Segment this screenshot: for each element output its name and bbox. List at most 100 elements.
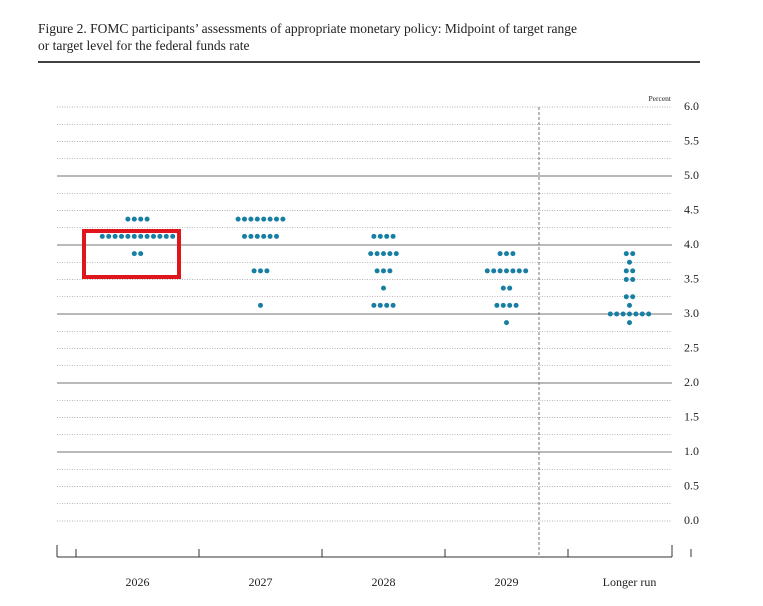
y-tick-label: 3.0 (684, 306, 699, 320)
dot (163, 233, 169, 239)
y-tick-label: 4.5 (684, 202, 699, 216)
dot (646, 311, 652, 317)
dot (274, 216, 279, 222)
dot (131, 233, 137, 239)
dot (381, 268, 386, 274)
dot (627, 259, 632, 265)
dot (630, 294, 636, 300)
dot (125, 216, 131, 222)
dot (99, 233, 105, 239)
dot (623, 294, 629, 300)
dot (523, 268, 529, 274)
y-tick-label: 3.5 (684, 271, 699, 285)
dot (500, 302, 506, 308)
dot (390, 302, 396, 308)
y-tick-label: 0.5 (684, 478, 699, 492)
dot (381, 285, 386, 291)
dot (623, 268, 629, 274)
dot (381, 251, 386, 257)
y-tick-label: 2.0 (684, 375, 699, 389)
dot (627, 311, 632, 317)
dot (138, 251, 144, 257)
dot (261, 216, 267, 222)
x-tick-label: 2026 (126, 575, 150, 589)
dot (248, 216, 254, 222)
dot (374, 268, 380, 274)
dot (500, 285, 506, 291)
dot (620, 311, 626, 317)
dot (390, 233, 396, 239)
dot (254, 216, 260, 222)
dot (138, 233, 144, 239)
y-tick-label: 1.5 (684, 409, 699, 423)
y-tick-label: 5.5 (684, 133, 699, 147)
dot (623, 277, 629, 282)
dot (484, 268, 490, 274)
y-tick-label: 1.0 (684, 444, 699, 458)
dot (614, 311, 620, 317)
dot (510, 268, 516, 274)
x-tick-label: 2027 (249, 575, 273, 589)
dot (607, 311, 613, 317)
dot (235, 216, 241, 222)
dot (630, 277, 636, 282)
dot (491, 268, 497, 274)
dot (112, 233, 118, 239)
y-tick-label: 4.0 (684, 237, 699, 251)
dot (106, 233, 112, 239)
x-tick-label: Longer run (603, 575, 657, 589)
chart-title: or target level for the federal funds ra… (38, 38, 250, 53)
dot (374, 251, 380, 257)
dot (384, 302, 390, 308)
dot (267, 216, 273, 222)
dot (627, 302, 632, 308)
dot (387, 268, 393, 274)
dot (497, 268, 503, 274)
dot (494, 302, 500, 308)
y-unit-label: Percent (649, 94, 672, 103)
dot (254, 233, 260, 239)
dot (371, 302, 377, 308)
dot (387, 251, 393, 257)
dot (264, 268, 270, 274)
dot (157, 233, 163, 239)
x-tick-label: 2028 (372, 575, 396, 589)
dot (639, 311, 645, 317)
dot (151, 233, 156, 239)
dot (384, 233, 390, 239)
dot (507, 302, 513, 308)
dot (371, 233, 377, 239)
dot (633, 311, 639, 317)
dot (377, 233, 383, 239)
y-tick-label: 2.5 (684, 340, 699, 354)
dot (242, 216, 247, 222)
dot (516, 268, 522, 274)
dot (510, 251, 516, 257)
x-tick-label: 2029 (495, 575, 519, 589)
dot (630, 268, 636, 274)
dot (623, 251, 629, 257)
dot (248, 233, 254, 239)
dot (119, 233, 124, 239)
dot (513, 302, 519, 308)
dot (497, 251, 503, 257)
dot (368, 251, 374, 257)
dot (131, 251, 137, 257)
dot (242, 233, 247, 239)
dot (258, 268, 263, 274)
dot (280, 216, 286, 222)
dot (258, 302, 263, 308)
dot (251, 268, 257, 274)
y-tick-label: 0.0 (684, 513, 699, 527)
chart-title: Figure 2. FOMC participants’ assessments… (38, 21, 577, 36)
dot (377, 302, 383, 308)
dot (393, 251, 399, 257)
dot (504, 320, 509, 326)
dot (125, 233, 131, 239)
dot (504, 251, 509, 257)
dot (131, 216, 137, 222)
dot (504, 268, 509, 274)
dot (170, 233, 176, 239)
dot (261, 233, 267, 239)
